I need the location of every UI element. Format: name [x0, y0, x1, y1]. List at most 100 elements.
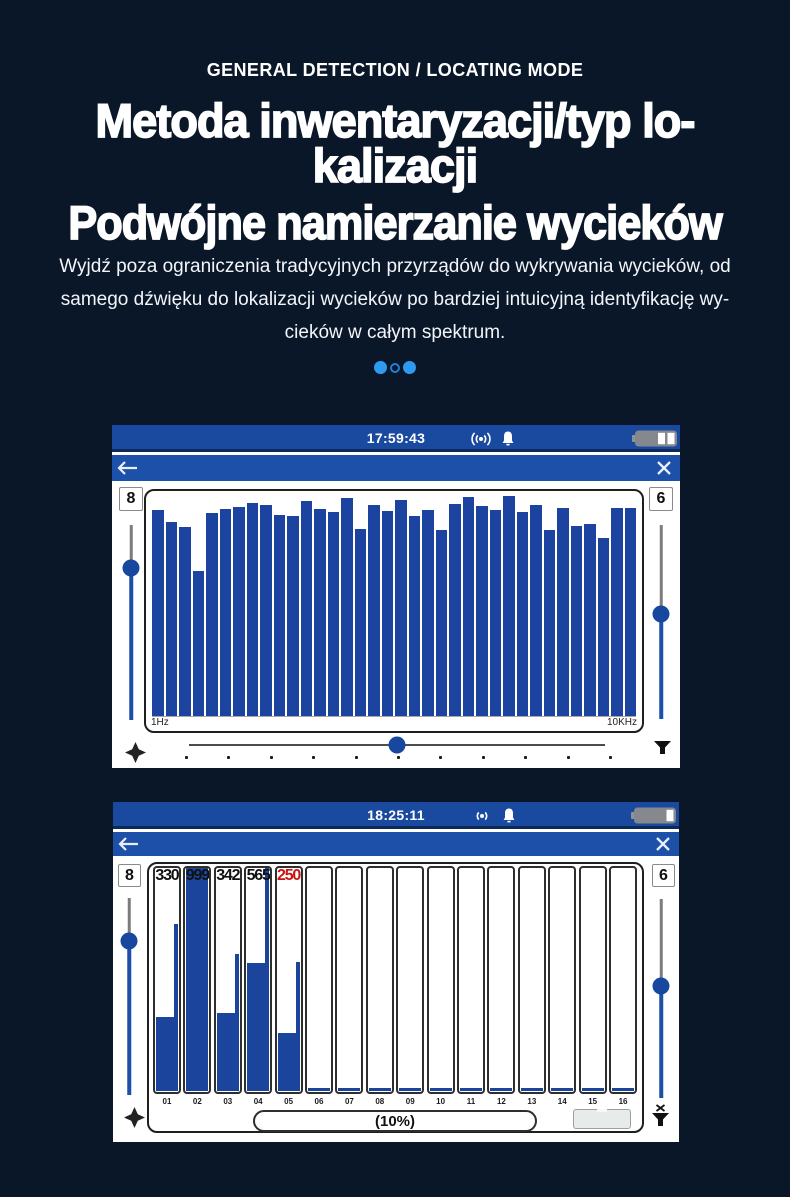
slider-track-lower[interactable]	[129, 568, 133, 720]
channel-level-bar	[490, 1087, 513, 1091]
left-vertical-slider[interactable]	[121, 525, 141, 720]
channel-column: 999	[183, 866, 212, 1094]
spectrum-bar	[341, 498, 353, 716]
move-icon[interactable]	[124, 1107, 145, 1133]
left-level-box: 8	[119, 487, 143, 511]
right-vertical-slider[interactable]	[651, 899, 671, 1098]
carousel-dots	[0, 361, 790, 374]
battery-segments	[666, 809, 674, 822]
channel-level-bar	[308, 1087, 330, 1091]
slider-track-upper[interactable]	[129, 525, 133, 568]
channel-number: 10	[436, 1097, 446, 1106]
channel-number: 07	[344, 1097, 354, 1106]
slider-knob[interactable]	[652, 977, 670, 995]
channel-number: 04	[253, 1097, 263, 1106]
spectrum-bar	[489, 509, 501, 716]
channel-column	[365, 866, 394, 1094]
slider-knob[interactable]	[122, 559, 140, 577]
channel-column	[426, 866, 455, 1094]
channel-level-bar	[429, 1087, 452, 1091]
spectrum-bar	[516, 511, 528, 716]
channel-number: 12	[496, 1097, 506, 1106]
channel-number: 01	[162, 1097, 172, 1106]
spectrum-bar	[557, 508, 569, 716]
channel-level-bar	[338, 1087, 361, 1091]
move-icon[interactable]	[125, 742, 146, 768]
status-bar: 18:25:11	[113, 802, 679, 829]
gray-button[interactable]	[573, 1109, 631, 1129]
carousel-dot[interactable]	[374, 361, 387, 374]
spectrum-bar	[300, 500, 312, 716]
slider-knob[interactable]	[652, 605, 670, 623]
channel-number: 11	[466, 1097, 476, 1106]
slider-tick	[397, 756, 400, 759]
carousel-dot[interactable]	[390, 362, 400, 373]
channel-number: 15	[588, 1097, 598, 1106]
slider-tick	[566, 756, 570, 759]
intro-paragraph-line3: cieków w całym spektrum.	[284, 322, 506, 343]
spectrum-bar	[260, 504, 272, 716]
channel-value: 565	[246, 867, 271, 884]
channel-level-bar	[520, 1087, 543, 1091]
slider-track-upper[interactable]	[659, 899, 663, 986]
back-arrow-icon[interactable]	[117, 836, 141, 857]
spectrum-chart: 1Hz 10KHz	[144, 489, 644, 733]
slider-tick	[609, 756, 612, 759]
channel-number: 14	[557, 1097, 567, 1106]
slider-track-lower[interactable]	[127, 941, 131, 1095]
filter-clear-icon[interactable]	[652, 1104, 669, 1131]
right-vertical-slider[interactable]	[651, 525, 671, 719]
spectrum-bar	[206, 512, 218, 716]
back-arrow-icon[interactable]	[116, 460, 140, 481]
spectrum-bar	[192, 570, 204, 716]
channel-column	[578, 866, 607, 1094]
channel-level-bar	[156, 1017, 178, 1091]
spectrum-bar	[408, 515, 420, 716]
channel-level-bar	[460, 1087, 482, 1091]
channel-columns: 330 999 342 565 250	[153, 866, 637, 1094]
slider-track-upper[interactable]	[659, 525, 663, 614]
spectrum-bar	[597, 537, 609, 716]
slider-track-upper[interactable]	[127, 898, 131, 941]
channel-number: 02	[192, 1097, 202, 1106]
spectrum-bar	[570, 525, 582, 716]
spectrum-bar	[449, 504, 461, 716]
slider-knob[interactable]	[120, 932, 138, 950]
bottom-slider-knob[interactable]	[388, 736, 406, 754]
battery-icon	[631, 807, 677, 829]
channel-column	[517, 866, 546, 1094]
carousel-dot[interactable]	[403, 361, 416, 374]
spectrum-bar	[543, 529, 555, 716]
right-level-box: 6	[649, 487, 673, 511]
left-vertical-slider[interactable]	[119, 898, 139, 1095]
close-icon[interactable]	[655, 836, 671, 857]
spectrum-bar	[624, 508, 636, 716]
slider-tick	[185, 756, 188, 759]
spectrum-bar	[165, 521, 177, 716]
bell-icon	[501, 807, 517, 829]
channel-column: 250	[274, 866, 303, 1094]
channel-value: 342	[216, 867, 240, 884]
channel-peak-bar	[173, 924, 178, 1091]
channel-level-bar	[247, 963, 270, 1091]
channel-level-bar	[277, 1032, 300, 1091]
channel-number: 16	[618, 1097, 628, 1106]
clock-text: 18:25:11	[367, 807, 425, 823]
channel-value: 250	[277, 867, 301, 884]
slider-track-lower[interactable]	[659, 986, 663, 1098]
slider-tick	[524, 756, 528, 759]
close-icon[interactable]	[656, 460, 672, 481]
spectrum-bar	[462, 496, 474, 716]
channel-level-bar	[368, 1087, 391, 1091]
slider-track-lower[interactable]	[659, 614, 663, 719]
channel-number-labels: 01 02 03 04 05 06 07 08 09 10 11 12 13 14 15 16	[153, 1097, 637, 1106]
threshold-readout: (10%)	[253, 1110, 537, 1132]
spectrum-bar	[219, 508, 231, 716]
channel-column	[396, 866, 425, 1094]
channel-column: 330	[153, 866, 181, 1094]
channel-column	[487, 866, 516, 1094]
slider-tick	[269, 756, 273, 759]
filter-funnel-icon[interactable]	[654, 741, 671, 759]
intro-paragraph-line1: Wyjdź poza ograniczenia tradycyjnych prz…	[59, 256, 731, 277]
